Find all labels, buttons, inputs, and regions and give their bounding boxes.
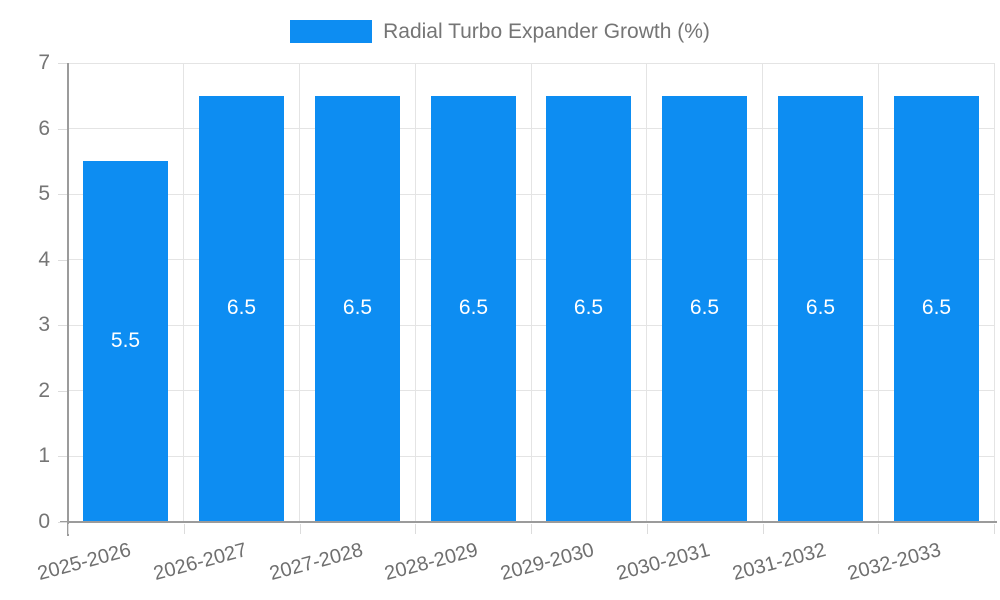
- x-axis-tick: [646, 524, 648, 534]
- x-axis-tick-label: 2026-2027: [151, 539, 250, 586]
- x-axis-tick-label: 2028-2029: [382, 539, 481, 586]
- vertical-gridline: [993, 63, 995, 522]
- bar-value-label: 6.5: [689, 296, 720, 319]
- bar: 6.5: [431, 96, 516, 522]
- vertical-gridline: [646, 63, 648, 522]
- vertical-gridline: [877, 63, 879, 522]
- y-axis-tick-label: 1: [38, 444, 50, 468]
- bar-value-label: 6.5: [573, 296, 604, 319]
- legend-label: Radial Turbo Expander Growth (%): [383, 20, 710, 43]
- x-axis-tick-label: 2025-2026: [35, 539, 134, 586]
- y-axis-tick-label: 4: [38, 247, 50, 271]
- bar-value-label: 5.5: [110, 329, 141, 352]
- chart-legend[interactable]: Radial Turbo Expander Growth (%): [0, 20, 1000, 43]
- y-axis-tick: [58, 456, 67, 458]
- y-axis-tick-label: 6: [38, 116, 50, 140]
- bar: 5.5: [83, 161, 168, 522]
- bar-value-label: 6.5: [805, 296, 836, 319]
- bar-value-label: 6.5: [921, 296, 952, 319]
- bar-value-label: 6.5: [226, 296, 257, 319]
- y-axis-tick-label: 2: [38, 378, 50, 402]
- vertical-gridline: [530, 63, 532, 522]
- plot-area: 5.5 6.5 6.5 6.5 6.5 6.5 6.5 6.5: [68, 62, 995, 522]
- y-axis-tick-label: 5: [38, 182, 50, 206]
- bar-value-label: 6.5: [458, 296, 489, 319]
- bar-value-label: 6.5: [342, 296, 373, 319]
- y-axis-tick: [58, 390, 67, 392]
- legend-swatch-icon: [290, 20, 373, 43]
- vertical-gridline: [414, 63, 416, 522]
- y-axis-line: [67, 63, 69, 536]
- bar: 6.5: [315, 96, 400, 522]
- bar: 6.5: [546, 96, 631, 522]
- x-axis-tick-label: 2032-2033: [845, 539, 944, 586]
- vertical-gridline: [299, 63, 300, 522]
- x-axis-tick: [531, 524, 532, 534]
- vertical-gridline: [762, 63, 763, 522]
- y-axis-tick: [58, 128, 67, 130]
- x-axis-tick: [415, 524, 417, 534]
- bar: 6.5: [662, 96, 747, 522]
- bar: 6.5: [894, 96, 979, 522]
- y-axis-tick: [58, 63, 67, 64]
- bar: 6.5: [778, 96, 863, 522]
- x-axis-line: [60, 521, 997, 523]
- y-axis-tick-label: 0: [38, 510, 50, 533]
- x-axis-tick: [183, 524, 185, 534]
- bar: 6.5: [199, 96, 284, 522]
- x-axis-tick-label: 2027-2028: [266, 539, 366, 586]
- x-axis-tick-label: 2030-2031: [614, 539, 713, 586]
- vertical-gridline: [183, 63, 185, 522]
- x-axis-tick-label: 2031-2032: [729, 539, 829, 586]
- y-axis-tick: [58, 194, 67, 196]
- x-axis-tick: [299, 524, 301, 534]
- x-axis-tick: [878, 524, 880, 534]
- y-axis-tick-label: 3: [38, 313, 50, 337]
- y-axis-tick: [58, 259, 67, 261]
- x-axis-tick: [994, 524, 995, 534]
- y-axis-tick-label: 7: [38, 51, 50, 74]
- x-axis-tick-label: 2029-2030: [498, 539, 597, 586]
- y-axis-tick: [58, 325, 67, 327]
- x-axis-tick: [762, 524, 764, 534]
